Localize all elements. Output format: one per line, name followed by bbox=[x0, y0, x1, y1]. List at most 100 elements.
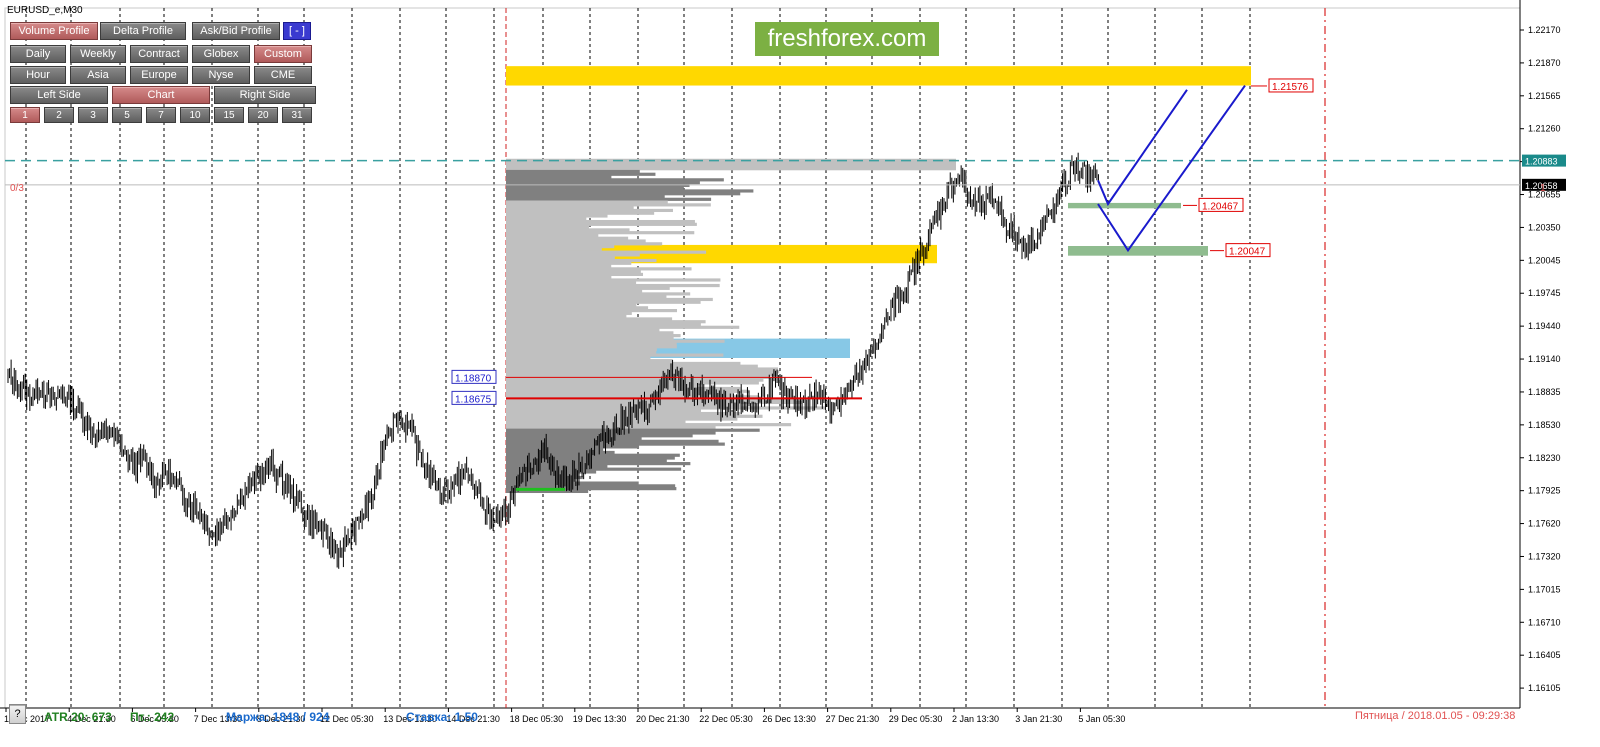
profile-row bbox=[506, 275, 612, 279]
price-tick-label: 1.17925 bbox=[1528, 486, 1561, 496]
profile-row bbox=[506, 406, 825, 410]
profile-row bbox=[506, 367, 778, 371]
time-tick-label: 6 Dec 05:30 bbox=[130, 714, 179, 724]
toolbar-button-weekly[interactable]: Weekly bbox=[70, 45, 126, 63]
profile-row bbox=[506, 339, 725, 343]
profile-row bbox=[506, 183, 690, 187]
toolbar-button-nyse[interactable]: Nyse bbox=[192, 66, 250, 84]
toolbar-button-asia[interactable]: Asia bbox=[70, 66, 126, 84]
toolbar-button-europe[interactable]: Europe bbox=[130, 66, 188, 84]
price-tick-label: 1.19745 bbox=[1528, 288, 1561, 298]
price-tick-label: 1.18835 bbox=[1528, 387, 1561, 397]
support-label-2-box bbox=[1225, 243, 1271, 258]
profile-row bbox=[506, 214, 608, 218]
price-tick-label: 1.20045 bbox=[1528, 255, 1561, 265]
profile-row bbox=[506, 172, 656, 176]
profile-row bbox=[506, 395, 759, 399]
profile-row bbox=[506, 278, 721, 282]
time-tick-label: 5 Jan 05:30 bbox=[1078, 714, 1125, 724]
profile-row bbox=[506, 161, 956, 165]
poc-label-2-box bbox=[451, 390, 497, 405]
toolbar-button-31[interactable]: 31 bbox=[282, 107, 312, 123]
profile-row bbox=[506, 222, 697, 226]
profile-row bbox=[506, 267, 692, 271]
profile-row bbox=[506, 328, 660, 332]
profile-row bbox=[506, 289, 643, 293]
time-tick-label: 22 Dec 05:30 bbox=[699, 714, 753, 724]
green-zone-upper bbox=[1068, 202, 1181, 209]
time-tick-label: 20 Dec 21:30 bbox=[636, 714, 690, 724]
profile-row bbox=[506, 425, 716, 430]
forecast-line-2 bbox=[1097, 84, 1246, 253]
time-tick-label: 27 Dec 21:30 bbox=[826, 714, 880, 724]
volume-profile bbox=[506, 158, 956, 494]
profile-row bbox=[506, 414, 763, 418]
toolbar-button-globex[interactable]: Globex bbox=[192, 45, 250, 63]
toolbar-button-daily[interactable]: Daily bbox=[10, 45, 66, 63]
profile-row bbox=[506, 247, 602, 251]
profile-row bbox=[506, 228, 630, 232]
toolbar-button-right-side[interactable]: Right Side bbox=[214, 86, 316, 104]
profile-row bbox=[506, 389, 749, 393]
profile-row bbox=[506, 336, 674, 341]
toolbar-button-20[interactable]: 20 bbox=[248, 107, 278, 123]
profile-row bbox=[506, 322, 701, 327]
chart-overlays: 1.18870 1.18675 1.21576 1.20467 1.20047 bbox=[5, 78, 1520, 491]
time-tick-label: 26 Dec 13:30 bbox=[762, 714, 816, 724]
time-tick-label: 8 Dec 21:30 bbox=[257, 714, 306, 724]
toolbar-button-cme[interactable]: CME bbox=[254, 66, 312, 84]
time-tick-label: 3 Jan 21:30 bbox=[1015, 714, 1062, 724]
toolbar-button-3[interactable]: 3 bbox=[78, 107, 108, 123]
profile-row bbox=[506, 364, 758, 368]
time-tick-label: 7 Dec 13:30 bbox=[194, 714, 243, 724]
profile-row bbox=[506, 300, 701, 304]
chart-grid bbox=[0, 0, 1521, 709]
profile-row bbox=[506, 233, 599, 238]
toolbar-button-delta-profile[interactable]: Delta Profile bbox=[100, 22, 186, 40]
profile-row bbox=[506, 448, 604, 452]
time-axis: 1 Dec 2017 4 Dec 21:30 6 Dec 05:30 7 Dec 13… bbox=[4, 708, 1125, 724]
toolbar-button-volume-profile[interactable]: Volume Profile bbox=[10, 22, 98, 40]
toolbar-button-contract[interactable]: Contract bbox=[130, 45, 188, 63]
price-tick-label: 1.21870 bbox=[1528, 58, 1561, 68]
profile-row bbox=[506, 325, 740, 329]
profile-row bbox=[506, 317, 673, 321]
session-marker-left: 0/3 bbox=[10, 183, 24, 194]
toolbar-button-chart[interactable]: Chart bbox=[112, 86, 210, 104]
price-tick-label: 1.16710 bbox=[1528, 617, 1561, 627]
profile-row bbox=[506, 445, 640, 449]
profile-row bbox=[506, 297, 713, 302]
profile-row bbox=[506, 292, 691, 296]
chart-title: EURUSD_e,M30 bbox=[7, 5, 83, 16]
toolbar-button-10[interactable]: 10 bbox=[180, 107, 210, 123]
profile-row bbox=[506, 439, 719, 443]
toolbar-button-15[interactable]: 15 bbox=[214, 107, 244, 123]
toolbar-button-ask-bid-profile[interactable]: Ask/Bid Profile bbox=[192, 22, 280, 40]
profile-row bbox=[506, 236, 629, 240]
toolbar-button-5[interactable]: 5 bbox=[112, 107, 142, 123]
poc-label-1-box bbox=[451, 369, 497, 384]
profile-row bbox=[506, 250, 707, 254]
ask-price-tag: 1.20883 bbox=[1525, 157, 1558, 167]
stat-rate: Ставка: 1.50 bbox=[406, 710, 478, 724]
profile-row bbox=[506, 219, 695, 224]
toolbar-button-custom[interactable]: Custom bbox=[254, 45, 312, 63]
help-button[interactable]: ? bbox=[9, 704, 26, 724]
toolbar-button-hour[interactable]: Hour bbox=[10, 66, 66, 84]
profile-row bbox=[506, 272, 644, 277]
toolbar-button-left-side[interactable]: Left Side bbox=[10, 86, 108, 104]
profile-row bbox=[506, 436, 642, 441]
toolbar-button-7[interactable]: 7 bbox=[146, 107, 176, 123]
toolbar-button-2[interactable]: 2 bbox=[44, 107, 74, 123]
toolbar-button-1[interactable]: 1 bbox=[10, 107, 40, 123]
profile-row bbox=[506, 203, 711, 207]
profile-row bbox=[506, 431, 716, 435]
price-tick-label: 1.16105 bbox=[1528, 683, 1561, 693]
support-label-1: 1.20467 bbox=[1202, 201, 1239, 212]
price-tick-label: 1.19140 bbox=[1528, 354, 1561, 364]
profile-row bbox=[506, 392, 735, 396]
profile-row bbox=[506, 167, 956, 171]
profile-row bbox=[506, 186, 684, 190]
toolbar-button-[interactable]: [ - ] bbox=[283, 22, 311, 40]
